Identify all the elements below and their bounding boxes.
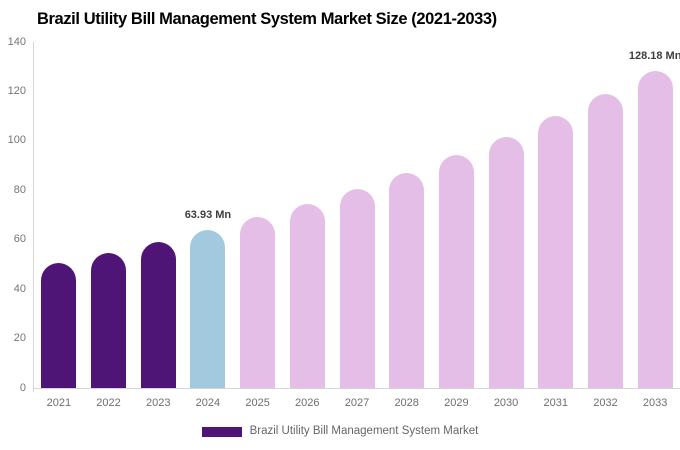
x-tick-label: 2025 [245,397,270,409]
bar-2026 [289,203,325,388]
x-tick-label: 2026 [295,397,320,409]
y-tick-label: 60 [13,233,26,246]
bar-2029 [438,155,474,388]
bar-2033 [637,71,673,388]
x-axis-line [33,388,680,389]
x-tick-label: 2030 [493,397,519,409]
legend-label: Brazil Utility Bill Management System Ma… [249,425,479,437]
legend: Brazil Utility Bill Management System Ma… [0,425,680,438]
y-tick-label: 40 [13,282,26,295]
x-tick-label: 2022 [96,397,121,409]
x-tick-label: 2033 [642,397,668,409]
bar-value-label: 128.18 Mn [628,50,680,63]
bar-2028 [389,172,425,388]
x-tick-label: 2032 [593,397,618,409]
x-tick-label: 2023 [145,397,171,409]
bar-2030 [488,136,524,388]
x-tick-label: 2031 [543,397,568,409]
x-tick-label: 2028 [394,397,419,409]
bar-2021 [41,262,77,388]
legend-swatch [201,426,242,437]
x-tick-label: 2021 [46,397,72,409]
bar-2032 [587,94,623,388]
y-tick-label: 120 [7,84,26,97]
bar-2031 [538,116,574,388]
bar-2027 [339,188,375,388]
x-tick-label: 2024 [195,397,221,409]
y-tick-label: 80 [13,183,26,196]
bar-value-label: 63.93 Mn [184,209,232,221]
x-tick-label: 2027 [344,397,370,409]
y-tick-label: 100 [7,134,26,147]
bar-2022 [91,252,127,388]
y-axis-line [33,42,34,392]
x-tick-label: 2029 [444,397,469,409]
bar-2025 [240,217,276,388]
y-tick-label: 0 [19,381,26,394]
bar-2024 [190,230,226,388]
bar-2023 [140,241,176,388]
y-tick-label: 140 [7,35,26,48]
y-tick-label: 20 [13,332,26,345]
chart-title: Brazil Utility Bill Management System Ma… [37,10,497,28]
